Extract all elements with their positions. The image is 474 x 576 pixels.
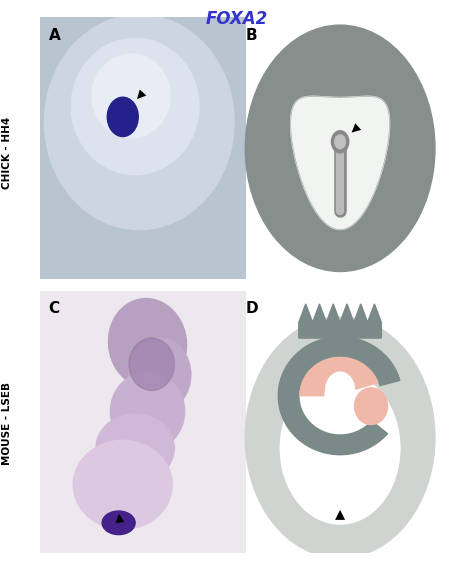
- Text: B: B: [245, 28, 257, 43]
- Circle shape: [280, 372, 400, 524]
- Ellipse shape: [129, 338, 191, 411]
- Polygon shape: [299, 304, 381, 338]
- Text: FOXA2: FOXA2: [206, 10, 268, 28]
- Circle shape: [107, 97, 138, 137]
- Ellipse shape: [96, 414, 174, 482]
- Polygon shape: [291, 96, 390, 229]
- Ellipse shape: [73, 440, 172, 529]
- Ellipse shape: [92, 54, 170, 138]
- Text: C: C: [48, 301, 60, 316]
- Circle shape: [245, 317, 435, 558]
- Ellipse shape: [245, 25, 435, 271]
- Circle shape: [331, 131, 349, 153]
- Text: MOUSE - LSEB: MOUSE - LSEB: [2, 382, 12, 465]
- Ellipse shape: [110, 372, 184, 451]
- Polygon shape: [278, 337, 400, 454]
- Ellipse shape: [109, 298, 187, 388]
- Text: D: D: [245, 301, 258, 316]
- Ellipse shape: [355, 388, 388, 425]
- Ellipse shape: [102, 511, 135, 535]
- Polygon shape: [300, 357, 378, 396]
- Text: CHICK - HH4: CHICK - HH4: [2, 116, 12, 189]
- Ellipse shape: [129, 338, 174, 391]
- Ellipse shape: [45, 14, 234, 230]
- Circle shape: [335, 135, 346, 149]
- Ellipse shape: [71, 38, 199, 175]
- Text: A: A: [48, 28, 60, 43]
- Ellipse shape: [326, 372, 355, 409]
